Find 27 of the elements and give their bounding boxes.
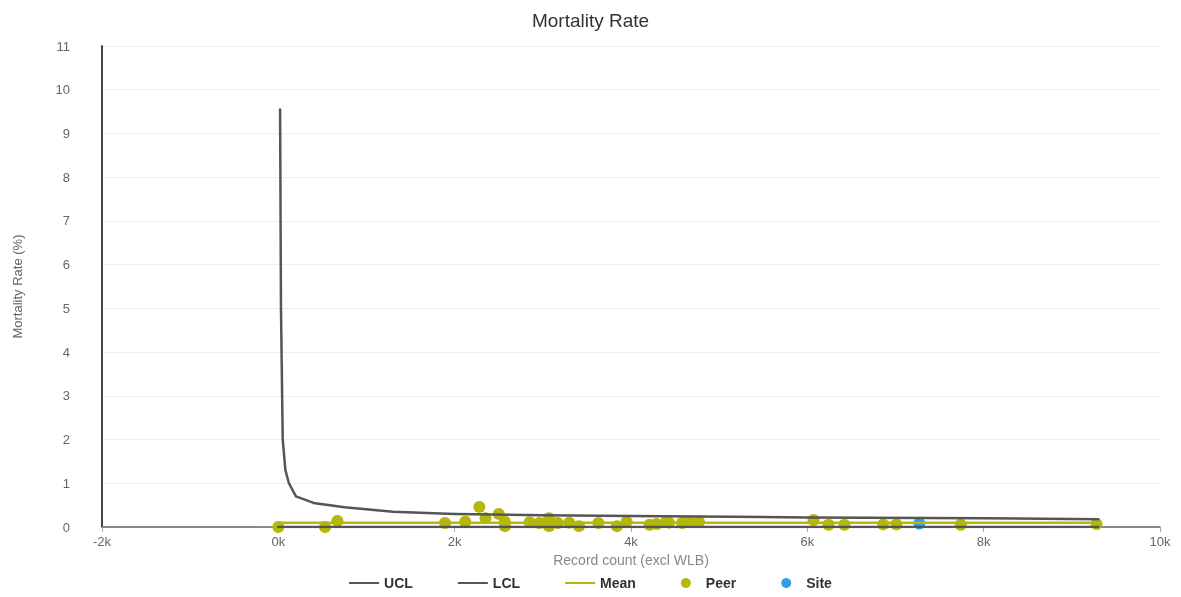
legend-label: LCL: [492, 575, 521, 591]
x-axis-title: Record count (excl WLB): [553, 551, 709, 568]
x-tick-label: 10k: [1149, 534, 1171, 549]
x-tick-label: 2k: [447, 534, 463, 549]
x-tick-label: -2k: [92, 534, 112, 549]
y-tick-label: 11: [56, 38, 70, 54]
y-tick-label: 7: [62, 213, 70, 229]
x-tick-label: 6k: [800, 534, 815, 549]
legend-label: Site: [806, 575, 833, 591]
y-tick-label: 5: [62, 300, 70, 316]
y-tick-label: 4: [62, 344, 70, 360]
y-tick-label: 8: [62, 169, 70, 185]
y-tick-label: 10: [55, 82, 70, 98]
y-tick-label: 3: [62, 388, 70, 404]
chart-title: Mortality Rate: [531, 10, 650, 31]
y-tick-label: 1: [62, 475, 70, 491]
x-tick-label: 0k: [271, 534, 286, 549]
legend-label: Mean: [600, 575, 636, 591]
legend-label: Peer: [705, 575, 737, 591]
y-tick-label: 2: [62, 432, 70, 448]
x-tick-label: 8k: [976, 534, 992, 549]
y-tick-label: 0: [62, 519, 70, 535]
x-tick-label: 4k: [624, 534, 639, 549]
y-tick-label: 9: [62, 125, 70, 141]
legend-label: UCL: [384, 575, 414, 591]
y-axis-title: Mortality Rate (%): [10, 234, 25, 339]
y-tick-label: 6: [62, 257, 70, 273]
